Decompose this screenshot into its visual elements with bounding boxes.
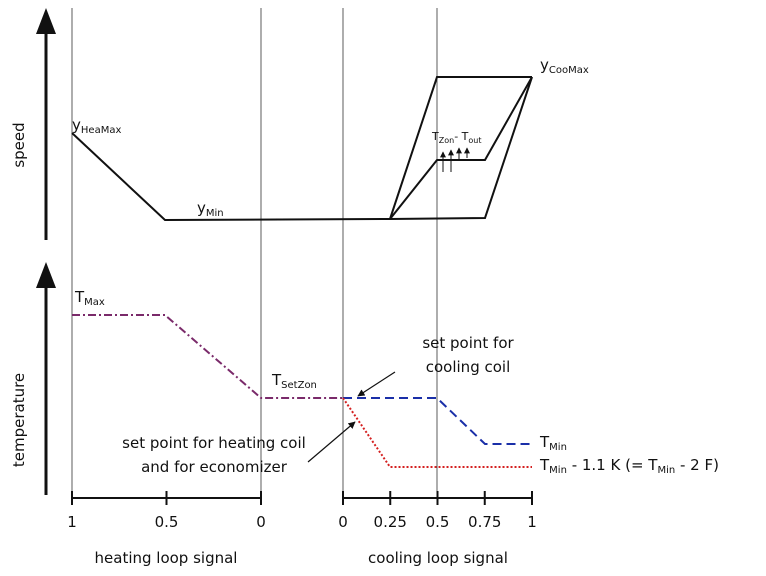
- annotation: set point for heating coil: [122, 434, 306, 452]
- cooling-speed: [389, 76, 533, 220]
- ticks: 0 0.25 0.5 0.75 1: [338, 491, 537, 531]
- label-sub: Max: [84, 297, 105, 308]
- label-base: T: [431, 130, 439, 143]
- label-sub: Min: [549, 465, 567, 476]
- tick-label: 1: [67, 513, 77, 531]
- label-sub: out: [468, 136, 481, 145]
- label-base: T: [539, 456, 550, 474]
- cooling-speed: [389, 76, 532, 220]
- cooling-axis: 0 0.25 0.5 0.75 1 cooling loop signal: [338, 491, 537, 567]
- tick-label: 0.75: [468, 513, 501, 531]
- label: TSetZon: [271, 371, 317, 391]
- axis-label: temperature: [10, 373, 28, 467]
- label-base: - 1.1 K (= T: [567, 456, 658, 474]
- axis-title: cooling loop signal: [368, 549, 508, 567]
- big-arrows: [36, 8, 56, 495]
- label-sub: SetZon: [281, 380, 317, 391]
- annotation: and for economizer: [141, 458, 288, 476]
- tick-label: 0.5: [426, 513, 450, 531]
- tick-label: 0.25: [374, 513, 407, 531]
- label: TZon- Tout: [431, 130, 481, 145]
- label-base: T: [74, 288, 85, 306]
- label-sub: Zon: [439, 136, 454, 145]
- axis-label: speed: [10, 122, 28, 167]
- shared-setpoint: [72, 314, 343, 399]
- cooling-setpoint: [343, 397, 532, 445]
- label: TMin: [539, 433, 567, 453]
- label-base: T: [539, 433, 550, 451]
- label: yCooMax: [540, 56, 589, 76]
- tick-label: 0.5: [155, 513, 179, 531]
- label-sub: Min: [206, 208, 224, 219]
- label-base: - T: [454, 130, 468, 143]
- label-sub: HeaMax: [81, 125, 122, 136]
- label: yHeaMax: [72, 116, 121, 136]
- cooling-speed: [389, 76, 533, 220]
- heating-axis: 1 0.5 0 heating loop signal: [67, 491, 266, 567]
- pointer: [357, 371, 396, 397]
- tick-label: 0: [256, 513, 266, 531]
- label-sub: CooMax: [549, 65, 589, 76]
- small-arrows: [440, 147, 470, 172]
- guides: [71, 8, 438, 498]
- label-sub: Min: [657, 465, 675, 476]
- label-base: y: [540, 56, 549, 74]
- heating-speed: [71, 132, 391, 222]
- annotation: set point for: [422, 334, 514, 352]
- label: TMax: [74, 288, 105, 308]
- tick-label: 0: [338, 513, 348, 531]
- label-base: - 2 F): [675, 456, 719, 474]
- ticks: 1 0.5 0: [67, 491, 266, 531]
- label-sub: Min: [549, 442, 567, 453]
- temperature-curves: [72, 314, 532, 468]
- label-base: y: [197, 199, 206, 217]
- heating-setpoint: [342, 397, 532, 468]
- speed-curves: [71, 76, 533, 222]
- axis-title: heating loop signal: [95, 549, 238, 567]
- annotation: cooling coil: [426, 358, 511, 376]
- label: TMin - 1.1 K (= TMin - 2 F): [539, 456, 719, 476]
- pointer: [307, 421, 356, 463]
- tick-label: 1: [527, 513, 537, 531]
- label: yMin: [197, 199, 224, 219]
- label-base: y: [72, 116, 81, 134]
- label-base: T: [271, 371, 282, 389]
- arrow-head: [36, 8, 56, 34]
- arrow-head: [36, 262, 56, 288]
